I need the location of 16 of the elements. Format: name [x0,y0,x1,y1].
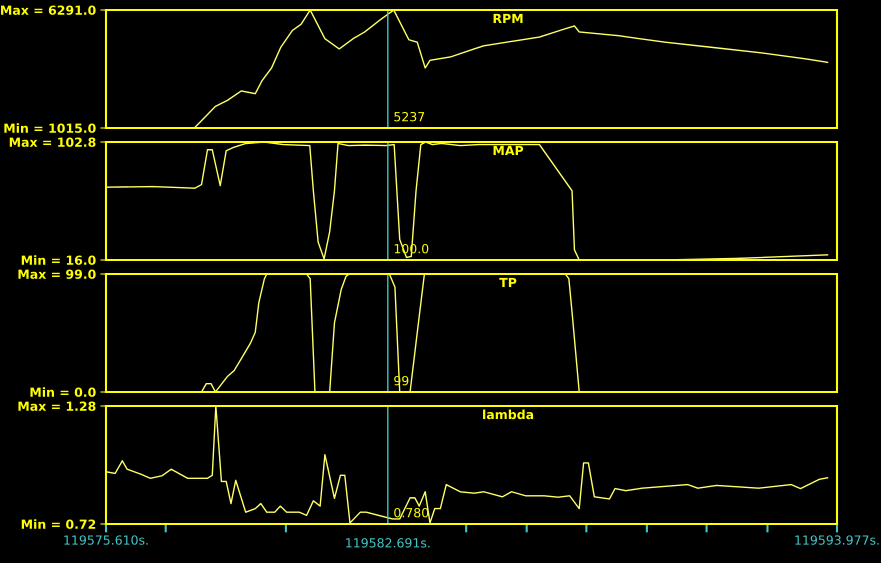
y-tick-label: Min = 1015.0 [4,123,96,133]
ref-line-label: 119582.691s. [346,538,430,548]
y-tick-label: Min = 16.0 [22,255,96,265]
y-tick-label: Min = 0.0 [30,387,96,397]
chart-title: TP [499,278,516,288]
x-tick-label: 119575.610s. [64,535,148,545]
y-tick-label: Max = 6291.0 [1,5,96,15]
chart-title: RPM [494,14,523,24]
y-tick-label: Min = 0.72 [22,519,96,529]
chart-title: MAP [494,146,524,156]
y-tick-label: Max = 1.28 [18,401,96,411]
y-tick-label: Max = 99.0 [18,269,96,279]
x-tick-label: 119593.977s. [795,535,879,545]
chart-title: lambda [483,410,534,420]
annotation: 5237 [394,112,424,122]
y-tick-label: Max = 102.8 [10,137,96,147]
